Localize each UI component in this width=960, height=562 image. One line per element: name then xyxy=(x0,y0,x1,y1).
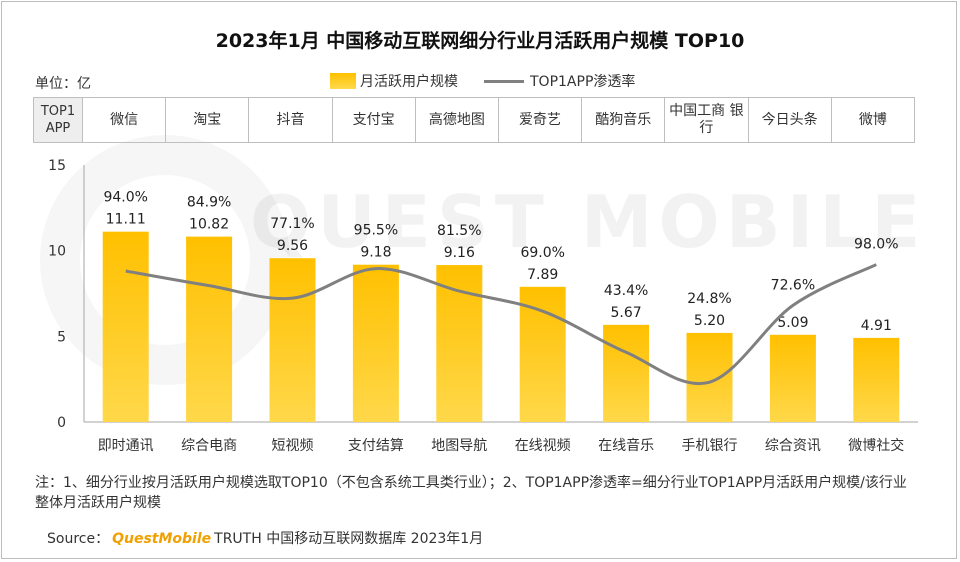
line-value-label: 72.6% xyxy=(771,277,815,293)
top-app-header: TOP1 APP xyxy=(33,97,83,143)
bar xyxy=(853,337,900,422)
line-value-label: 98.0% xyxy=(854,237,898,253)
unit-label: 单位：亿 xyxy=(35,76,91,92)
bar-value-label: 5.67 xyxy=(611,305,642,321)
line-value-label: 69.0% xyxy=(520,245,564,261)
source-line: Source： QuestMobile TRUTH 中国移动互联网数据库 202… xyxy=(47,528,483,548)
source-brand: QuestMobile xyxy=(112,531,212,547)
x-tick-label: 在线视频 xyxy=(515,438,571,454)
top-app-table: TOP1 APP 微信 淘宝 抖音 支付宝 高德地图 爱奇艺 酷狗音乐 中国工商… xyxy=(33,97,916,143)
bar-value-label: 5.20 xyxy=(694,313,725,329)
bar xyxy=(436,265,483,422)
bar-value-label: 10.82 xyxy=(189,217,229,233)
bar xyxy=(603,324,650,422)
x-tick-label: 综合资讯 xyxy=(765,438,821,454)
y-tick-label: 15 xyxy=(48,158,66,174)
top-app-cell: 抖音 xyxy=(248,97,333,143)
x-tick-label: 短视频 xyxy=(272,438,314,454)
x-tick-label: 即时通讯 xyxy=(98,438,154,454)
y-tick-label: 10 xyxy=(48,244,66,260)
top-app-cell: 高德地图 xyxy=(414,97,499,143)
legend-bar-swatch xyxy=(330,73,356,89)
chart-title: 2023年1月 中国移动互联网细分行业月活跃用户规模 TOP10 xyxy=(215,30,745,52)
bar xyxy=(269,258,316,422)
x-tick-label: 支付结算 xyxy=(348,438,404,454)
top-app-row: TOP1 APP 微信 淘宝 抖音 支付宝 高德地图 爱奇艺 酷狗音乐 中国工商… xyxy=(33,97,916,143)
bar xyxy=(769,334,816,422)
bar-value-label: 9.16 xyxy=(444,245,475,261)
watermark: QUEST MOBILE xyxy=(250,180,927,264)
bar-value-label: 5.09 xyxy=(777,315,808,331)
source-suffix: TRUTH 中国移动互联网数据库 2023年1月 xyxy=(214,531,484,547)
top-app-cell: 支付宝 xyxy=(331,97,416,143)
bar xyxy=(186,236,233,422)
x-tick-label: 地图导航 xyxy=(431,438,487,454)
bar-value-label: 7.89 xyxy=(527,267,558,283)
x-tick-label: 手机银行 xyxy=(682,438,738,454)
top-app-cell: 爱奇艺 xyxy=(497,97,583,143)
legend-bar-label: 月活跃用户规模 xyxy=(360,74,458,90)
y-tick-label: 5 xyxy=(57,329,66,345)
penetration-line xyxy=(125,263,877,386)
bar-value-label: 9.56 xyxy=(277,238,308,254)
top-app-cell: 微信 xyxy=(81,97,167,143)
x-tick-label: 综合电商 xyxy=(181,438,237,454)
source-prefix: Source： xyxy=(47,531,110,547)
legend: 月活跃用户规模 TOP1APP渗透率 xyxy=(330,71,635,91)
bar-value-label: 9.18 xyxy=(360,245,391,261)
line-value-label: 43.4% xyxy=(604,283,648,299)
line-value-label: 77.1% xyxy=(270,216,314,232)
top-app-cell: 微博 xyxy=(830,97,916,143)
footnote: 注：1、细分行业按月活跃用户规模选取TOP10（不包含系统工具类行业）；2、TO… xyxy=(35,475,907,511)
bar xyxy=(352,264,399,422)
x-tick-label: 在线音乐 xyxy=(598,437,654,454)
line-value-label: 84.9% xyxy=(187,195,231,211)
top-app-cell: 中国工商 银行 xyxy=(664,97,749,143)
line-value-label: 95.5% xyxy=(354,223,398,239)
x-tick-label: 微博社交 xyxy=(848,437,904,454)
bar xyxy=(519,286,566,422)
legend-line-swatch xyxy=(484,79,524,83)
legend-line-label: TOP1APP渗透率 xyxy=(530,74,636,90)
bar xyxy=(102,231,149,422)
line-value-label: 81.5% xyxy=(437,223,481,239)
bar xyxy=(686,332,733,422)
y-tick-label: 0 xyxy=(57,415,66,431)
top-app-cell: 今日头条 xyxy=(747,97,832,143)
bar-value-label: 11.11 xyxy=(106,212,146,228)
bar-value-label: 4.91 xyxy=(861,318,892,334)
line-value-label: 94.0% xyxy=(103,190,147,206)
line-value-label: 24.8% xyxy=(687,291,731,307)
